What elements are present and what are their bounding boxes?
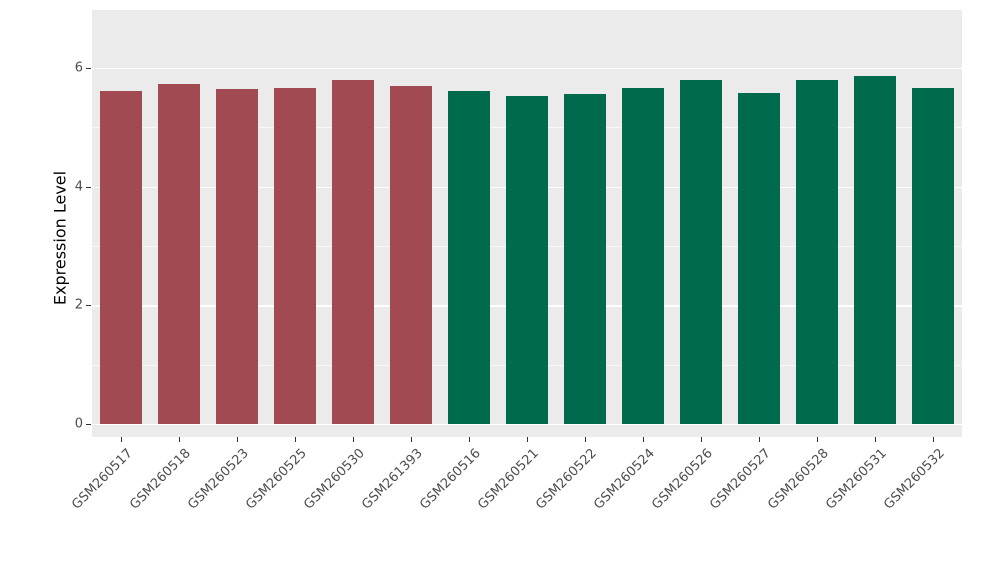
x-tick-label-GSM260521: GSM260521 (475, 446, 542, 513)
y-tick-label: 4 (74, 179, 83, 195)
bar-GSM260522 (564, 94, 606, 424)
bar-GSM260521 (506, 96, 548, 424)
x-tick-mark (295, 437, 296, 442)
bar-GSM260518 (158, 84, 200, 424)
x-tick-mark (933, 437, 934, 442)
major-gridline (92, 68, 962, 70)
x-tick-mark (875, 437, 876, 442)
x-tick-label-GSM260528: GSM260528 (765, 446, 832, 513)
bar-GSM260532 (912, 87, 954, 424)
y-tick-mark (86, 424, 91, 425)
x-tick-mark (411, 437, 412, 442)
bar-GSM260528 (796, 79, 838, 424)
bar-GSM260525 (274, 88, 316, 424)
bar-GSM260524 (622, 87, 664, 424)
x-tick-mark (527, 437, 528, 442)
x-tick-label-GSM260525: GSM260525 (243, 446, 310, 513)
y-tick-label: 6 (74, 60, 83, 76)
x-tick-mark (701, 437, 702, 442)
x-tick-label-GSM260526: GSM260526 (649, 446, 716, 513)
x-tick-mark (237, 437, 238, 442)
x-tick-label-GSM260527: GSM260527 (707, 446, 774, 513)
x-tick-mark (353, 437, 354, 442)
bar-GSM260516 (448, 91, 490, 424)
x-tick-mark (817, 437, 818, 442)
y-tick-mark (86, 68, 91, 69)
x-tick-mark (759, 437, 760, 442)
x-tick-label-GSM260532: GSM260532 (881, 446, 948, 513)
x-tick-mark (643, 437, 644, 442)
plot-panel (92, 10, 962, 437)
x-tick-label-GSM260518: GSM260518 (127, 446, 194, 513)
major-gridline (92, 424, 962, 426)
x-tick-mark (179, 437, 180, 442)
x-tick-label-GSM260531: GSM260531 (823, 446, 890, 513)
bar-GSM260523 (216, 89, 258, 424)
bar-GSM261393 (390, 85, 432, 424)
x-tick-label-GSM260517: GSM260517 (69, 446, 136, 513)
x-tick-label-GSM260523: GSM260523 (185, 446, 252, 513)
y-tick-mark (86, 186, 91, 188)
bar-GSM260517 (100, 90, 142, 424)
bar-GSM260527 (738, 92, 780, 424)
x-tick-label-GSM260530: GSM260530 (301, 446, 368, 513)
x-tick-mark (469, 437, 470, 442)
y-tick-label: 0 (74, 416, 83, 432)
y-axis-title: Expression Level (50, 170, 70, 306)
y-tick-mark (86, 305, 91, 307)
x-tick-label-GSM261393: GSM261393 (359, 446, 426, 513)
x-tick-label-GSM260524: GSM260524 (591, 446, 658, 513)
bar-GSM260526 (680, 79, 722, 424)
x-tick-mark (121, 437, 122, 442)
bar-GSM260530 (332, 80, 374, 424)
x-tick-label-GSM260522: GSM260522 (533, 446, 600, 513)
bar-GSM260531 (854, 76, 896, 424)
y-tick-label: 2 (74, 297, 83, 313)
x-tick-label-GSM260516: GSM260516 (417, 446, 484, 513)
x-tick-mark (585, 437, 586, 442)
